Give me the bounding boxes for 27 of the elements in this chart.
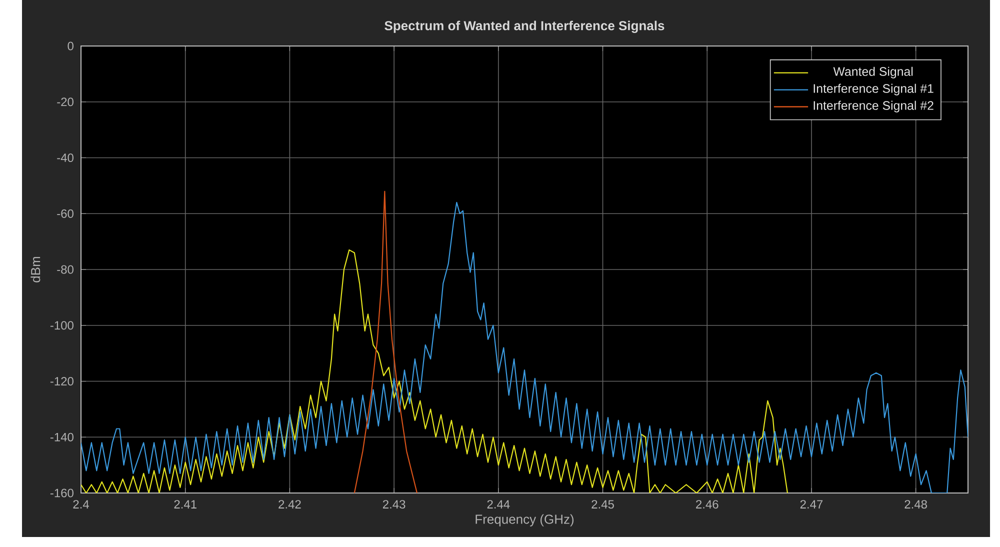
line-series [354, 190, 418, 494]
x-tick-label: 2.42 [278, 500, 301, 508]
x-tick-label: 2.47 [800, 500, 823, 508]
legend-label: Wanted Signal [833, 66, 913, 78]
x-tick-label: 2.46 [696, 500, 718, 509]
chart-title: Spectrum of Wanted and Interference Signals [384, 20, 664, 33]
x-tick-label: 2.41 [174, 500, 196, 508]
legend-label: Interference Signal #1 [814, 84, 934, 96]
x-tick-label: 2.43 [382, 500, 406, 509]
y-tick-label: -100 [50, 321, 74, 330]
y-tick-label: -160 [50, 488, 74, 498]
y-tick-label: 0 [68, 42, 74, 50]
legend-label: Interference Signal #2 [814, 100, 934, 112]
x-tick-label: 2.44 [487, 500, 510, 508]
y-tick-label: -120 [50, 377, 74, 386]
y-tick-label: -20 [57, 98, 74, 106]
line-series [81, 249, 788, 494]
y-tick-label: -60 [57, 209, 74, 218]
y-tick-label: -140 [50, 432, 74, 442]
x-axis-title: Frequency (GHz) [476, 514, 574, 526]
y-tick-label: -80 [57, 265, 74, 274]
y-tick-label: -40 [57, 154, 74, 162]
x-tick-label: 2.48 [904, 500, 927, 509]
line-series [81, 202, 968, 494]
x-tick-label: 2.45 [592, 500, 614, 509]
x-tick-label: 2.4 [73, 500, 90, 508]
y-axis-title: dBm [30, 256, 40, 282]
